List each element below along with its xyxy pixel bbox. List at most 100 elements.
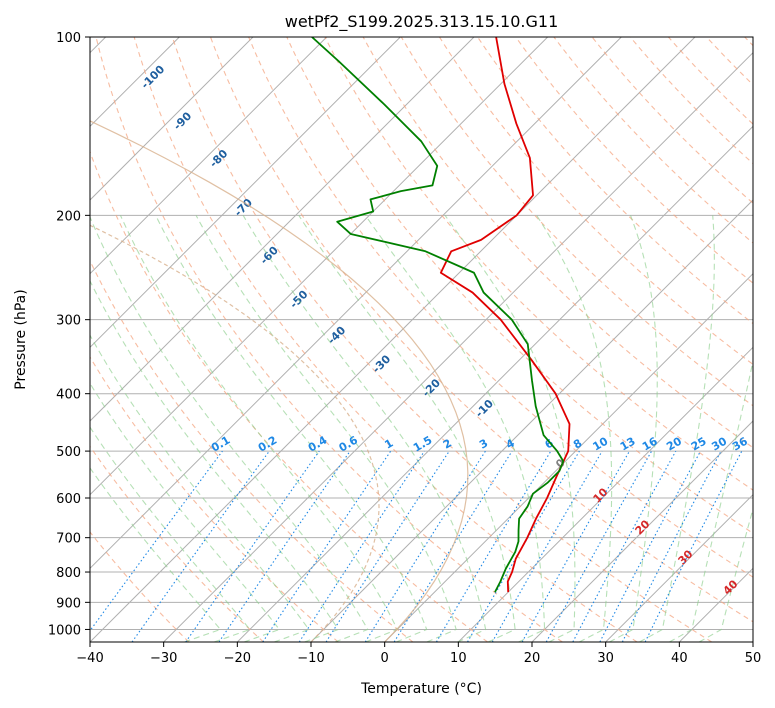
moist-adiabat-line: [90, 382, 281, 642]
isotherm-line: [605, 493, 753, 642]
mixing-ratio-line: [521, 450, 630, 642]
x-tick-label: −20: [224, 651, 251, 666]
temperature-profile-line: [439, 37, 571, 593]
mixing-ratio-line: [185, 450, 320, 642]
dry-adiabat-line: [133, 37, 638, 642]
dry-adiabat-label: -40: [325, 324, 348, 347]
x-tick-label: 20: [524, 651, 541, 666]
mixing-ratio-line: [491, 450, 603, 642]
dry-adiabat-label: -90: [171, 109, 194, 132]
isotherm-line: [752, 641, 753, 642]
y-tick-label: 600: [56, 492, 81, 507]
mixing-ratio-line: [298, 450, 425, 642]
mixing-ratio-line: [435, 450, 552, 642]
isotherm-line: [457, 346, 753, 642]
dewpoint-profile-line: [311, 37, 565, 593]
dry-adiabat-line: [324, 37, 753, 491]
y-tick-label: 800: [56, 566, 81, 581]
dry-adiabat-line: [286, 37, 753, 534]
dry-adiabat-label: -80: [207, 147, 230, 170]
moist-adiabat-line: [698, 506, 753, 642]
mixing-ratio-label: 6: [543, 436, 556, 451]
isotherm-line: [90, 37, 549, 496]
x-tick-label: 10: [450, 651, 467, 666]
moist-adiabat-line: [90, 279, 340, 642]
dry-adiabat-label: -100: [139, 63, 168, 92]
moist-adiabat-label: 20: [633, 517, 653, 537]
mixing-ratio-line: [467, 450, 580, 642]
isotherm-line: [90, 37, 328, 275]
isotherm-line: [90, 37, 475, 422]
x-tick-label: −40: [76, 651, 103, 666]
mixing-ratio-label: 3: [477, 437, 490, 452]
moist-adiabat-line: [90, 426, 251, 642]
dry-adiabat-line: [744, 37, 753, 47]
mixing-ratio-line: [325, 450, 450, 642]
isotherm-line: [90, 37, 622, 570]
dry-adiabat-line: [248, 37, 753, 578]
dry-adiabat-label: -60: [258, 244, 281, 267]
x-tick-label: −30: [150, 651, 177, 666]
dry-adiabat-line: [90, 445, 264, 642]
y-tick-label: 900: [56, 596, 81, 611]
isotherm-line: [310, 199, 753, 642]
mixing-ratio-line: [545, 450, 653, 642]
dry-adiabat-line: [90, 259, 414, 642]
y-axis-label: Pressure (hPa): [13, 289, 29, 389]
y-tick-label: 400: [56, 388, 81, 403]
dry-adiabat-line: [209, 37, 753, 623]
dry-adiabat-line: [90, 150, 488, 642]
y-tick-label: 1000: [48, 623, 81, 638]
dry-adiabat-label: -50: [287, 288, 310, 311]
isotherm-line: [678, 567, 753, 642]
reference-curve: [90, 224, 380, 642]
reference-curve: [90, 120, 469, 642]
moist-adiabat-line: [536, 215, 613, 642]
dry-adiabat-line: [515, 37, 753, 284]
moist-adiabat-line: [90, 215, 369, 642]
dry-adiabat-line: [90, 355, 339, 642]
x-axis-label: Temperature (°C): [360, 681, 482, 697]
mixing-ratio-line: [218, 450, 351, 642]
mixing-ratio-line: [364, 450, 486, 642]
x-tick-label: −10: [297, 651, 324, 666]
isotherm-line: [90, 37, 254, 201]
moist-adiabat-line: [195, 215, 457, 642]
moist-adiabat-line: [90, 467, 222, 642]
mixing-ratio-line: [262, 450, 392, 642]
moist-adiabat-line: [444, 215, 576, 642]
dry-adiabat-line: [438, 37, 753, 366]
mixing-ratio-label: 2: [441, 437, 454, 452]
dry-adiabat-line: [400, 37, 753, 407]
mixing-ratio-line: [572, 450, 677, 642]
x-tick-label: 40: [671, 651, 688, 666]
mixing-ratio-line: [90, 450, 223, 632]
isotherm-line: [384, 272, 753, 642]
y-tick-label: 300: [56, 314, 81, 329]
dry-adiabat-line: [477, 37, 753, 325]
dry-adiabat-line: [553, 37, 753, 244]
isotherm-line: [163, 51, 753, 642]
moist-adiabat-line: [298, 215, 516, 642]
moist-adiabat-line: [155, 215, 428, 642]
dry-adiabat-line: [362, 37, 753, 449]
dry-adiabat-line: [90, 531, 190, 642]
dry-adiabat-line: [95, 37, 563, 642]
isotherm-line: [90, 37, 696, 642]
moist-adiabat-line: [669, 358, 753, 642]
mixing-ratio-line: [131, 450, 270, 642]
y-tick-label: 100: [56, 31, 81, 46]
y-tick-label: 500: [56, 445, 81, 460]
isotherm-line: [531, 420, 753, 642]
dry-adiabat-line: [706, 37, 753, 86]
mixing-ratio-line: [599, 450, 702, 642]
x-tick-label: 50: [745, 651, 762, 666]
moist-adiabat-line: [609, 215, 658, 642]
moist-adiabat-label: 10: [591, 485, 611, 505]
isotherm-line: [236, 125, 753, 642]
mixing-ratio-label: 4: [504, 436, 517, 451]
moist-adiabat-line: [364, 215, 546, 642]
moist-adiabat-line: [90, 334, 310, 642]
moist-adiabat-line: [119, 215, 398, 642]
